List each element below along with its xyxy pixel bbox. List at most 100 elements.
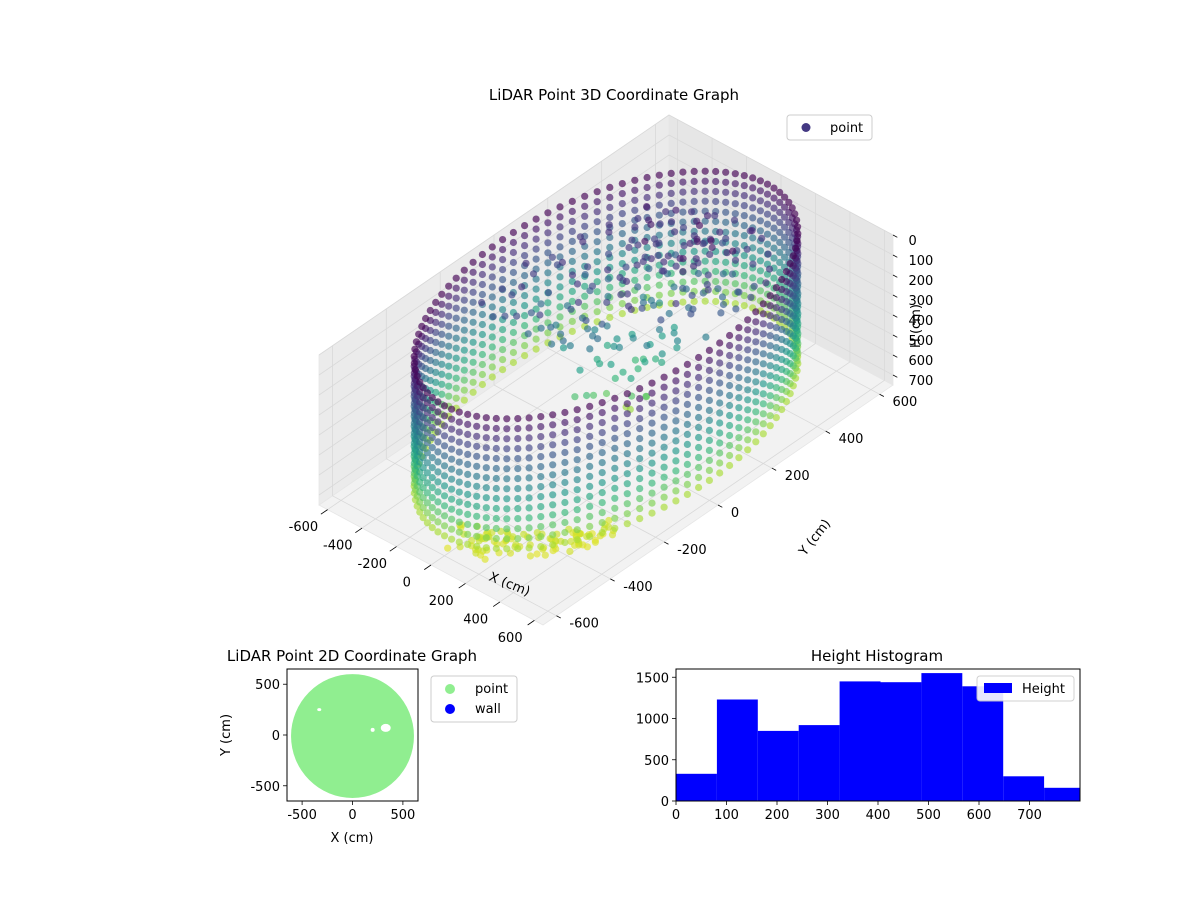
point-3d: [464, 410, 472, 418]
chart-2d-xlabel: X (cm): [331, 831, 374, 846]
point-3d: [513, 312, 521, 320]
point-3d: [655, 211, 663, 219]
point-3d: [438, 300, 446, 308]
point-3d: [499, 356, 507, 364]
x-tick-label: 700: [1017, 808, 1042, 823]
point-3d: [473, 522, 481, 530]
point-3d: [660, 413, 668, 421]
point-3d: [482, 494, 490, 502]
point-3d: [573, 486, 581, 494]
point-3d: [464, 530, 472, 539]
point-3d: [423, 439, 431, 447]
x-tick-mark: [320, 509, 328, 515]
point-3d: [537, 503, 545, 511]
point-3d: [732, 305, 740, 313]
h-tick-mark: [892, 334, 898, 338]
point-3d: [593, 278, 601, 286]
point-3d: [428, 414, 436, 422]
point-3d: [763, 190, 772, 198]
point-3d: [772, 324, 780, 332]
point-3d: [648, 489, 656, 497]
y-tick-mark: [771, 467, 777, 471]
point-3d: [759, 400, 767, 408]
point-3d: [752, 378, 760, 386]
point-3d: [770, 214, 778, 222]
h-tick-mark: [892, 274, 898, 278]
grid-floor-y: [332, 495, 557, 617]
h-tick-label: 200: [909, 274, 934, 289]
point-3d: [514, 485, 522, 493]
point-3d: [658, 358, 666, 366]
point-3d: [499, 266, 507, 274]
point-3d: [756, 177, 765, 185]
point-3d: [586, 512, 594, 521]
point-3d: [776, 188, 784, 196]
point-3d: [549, 511, 557, 519]
point-3d: [611, 404, 619, 412]
point-3d: [704, 286, 712, 294]
point-3d: [623, 390, 631, 398]
x-tick-mark: [424, 564, 432, 570]
point-3d: [481, 555, 489, 563]
point-3d: [537, 453, 545, 461]
point-3d: [568, 317, 576, 325]
chart-2d: LiDAR Point 2D Coordinate Graph -500 0 500…: [219, 647, 518, 846]
point-3d: [639, 258, 647, 266]
point-3d: [473, 532, 481, 540]
point-3d: [503, 545, 511, 553]
point-3d: [581, 202, 589, 210]
point-3d: [473, 472, 481, 480]
point-3d: [695, 443, 703, 452]
point-3d: [499, 246, 507, 254]
point-3d: [648, 479, 656, 487]
point-3d: [672, 497, 680, 505]
chart-histogram: Height Histogram 0 100 200 300 400 500 600 7000…: [636, 647, 1081, 823]
point-3d: [464, 510, 472, 518]
point-3d: [791, 210, 799, 218]
point-3d: [452, 374, 460, 382]
point-3d: [695, 383, 703, 392]
point-3d: [452, 364, 460, 372]
grid-left-h: [318, 114, 670, 356]
point-3d: [642, 392, 650, 400]
h-tick-label: 500: [909, 334, 934, 349]
point-3d: [586, 402, 594, 410]
point-3d: [415, 330, 423, 338]
point-3d: [448, 405, 456, 413]
point-3d: [593, 198, 601, 206]
point-3d: [740, 232, 748, 240]
point-3d: [532, 255, 540, 263]
point-3d: [537, 533, 545, 541]
point-3d: [766, 412, 774, 420]
point-3d: [701, 217, 709, 225]
point-3d: [766, 312, 774, 320]
point-3d: [586, 422, 594, 430]
point-3d: [499, 256, 507, 264]
point-3d: [731, 230, 739, 238]
point-3d: [756, 187, 765, 195]
point-3d: [776, 258, 784, 266]
point-3d: [428, 444, 436, 452]
point-3d: [772, 304, 780, 312]
point-3d: [763, 220, 772, 228]
point-3d: [440, 522, 449, 530]
point-3d: [695, 463, 703, 472]
point-3d: [712, 177, 720, 186]
point-3d: [699, 240, 707, 248]
point-3d: [432, 328, 440, 336]
point-3d: [611, 454, 619, 462]
point-3d: [667, 169, 675, 177]
point-3d: [631, 206, 639, 214]
point-3d: [606, 243, 614, 251]
point-3d: [448, 535, 456, 543]
point-3d: [763, 180, 772, 188]
point-3d: [759, 360, 767, 368]
point-3d: [558, 258, 567, 266]
h-tick-label: 100: [909, 254, 934, 269]
point-3d: [785, 198, 793, 206]
point-3d: [744, 446, 752, 454]
point-3d: [548, 253, 557, 261]
point-3d: [521, 322, 529, 330]
point-3d: [445, 332, 453, 340]
point-3d: [705, 476, 714, 484]
